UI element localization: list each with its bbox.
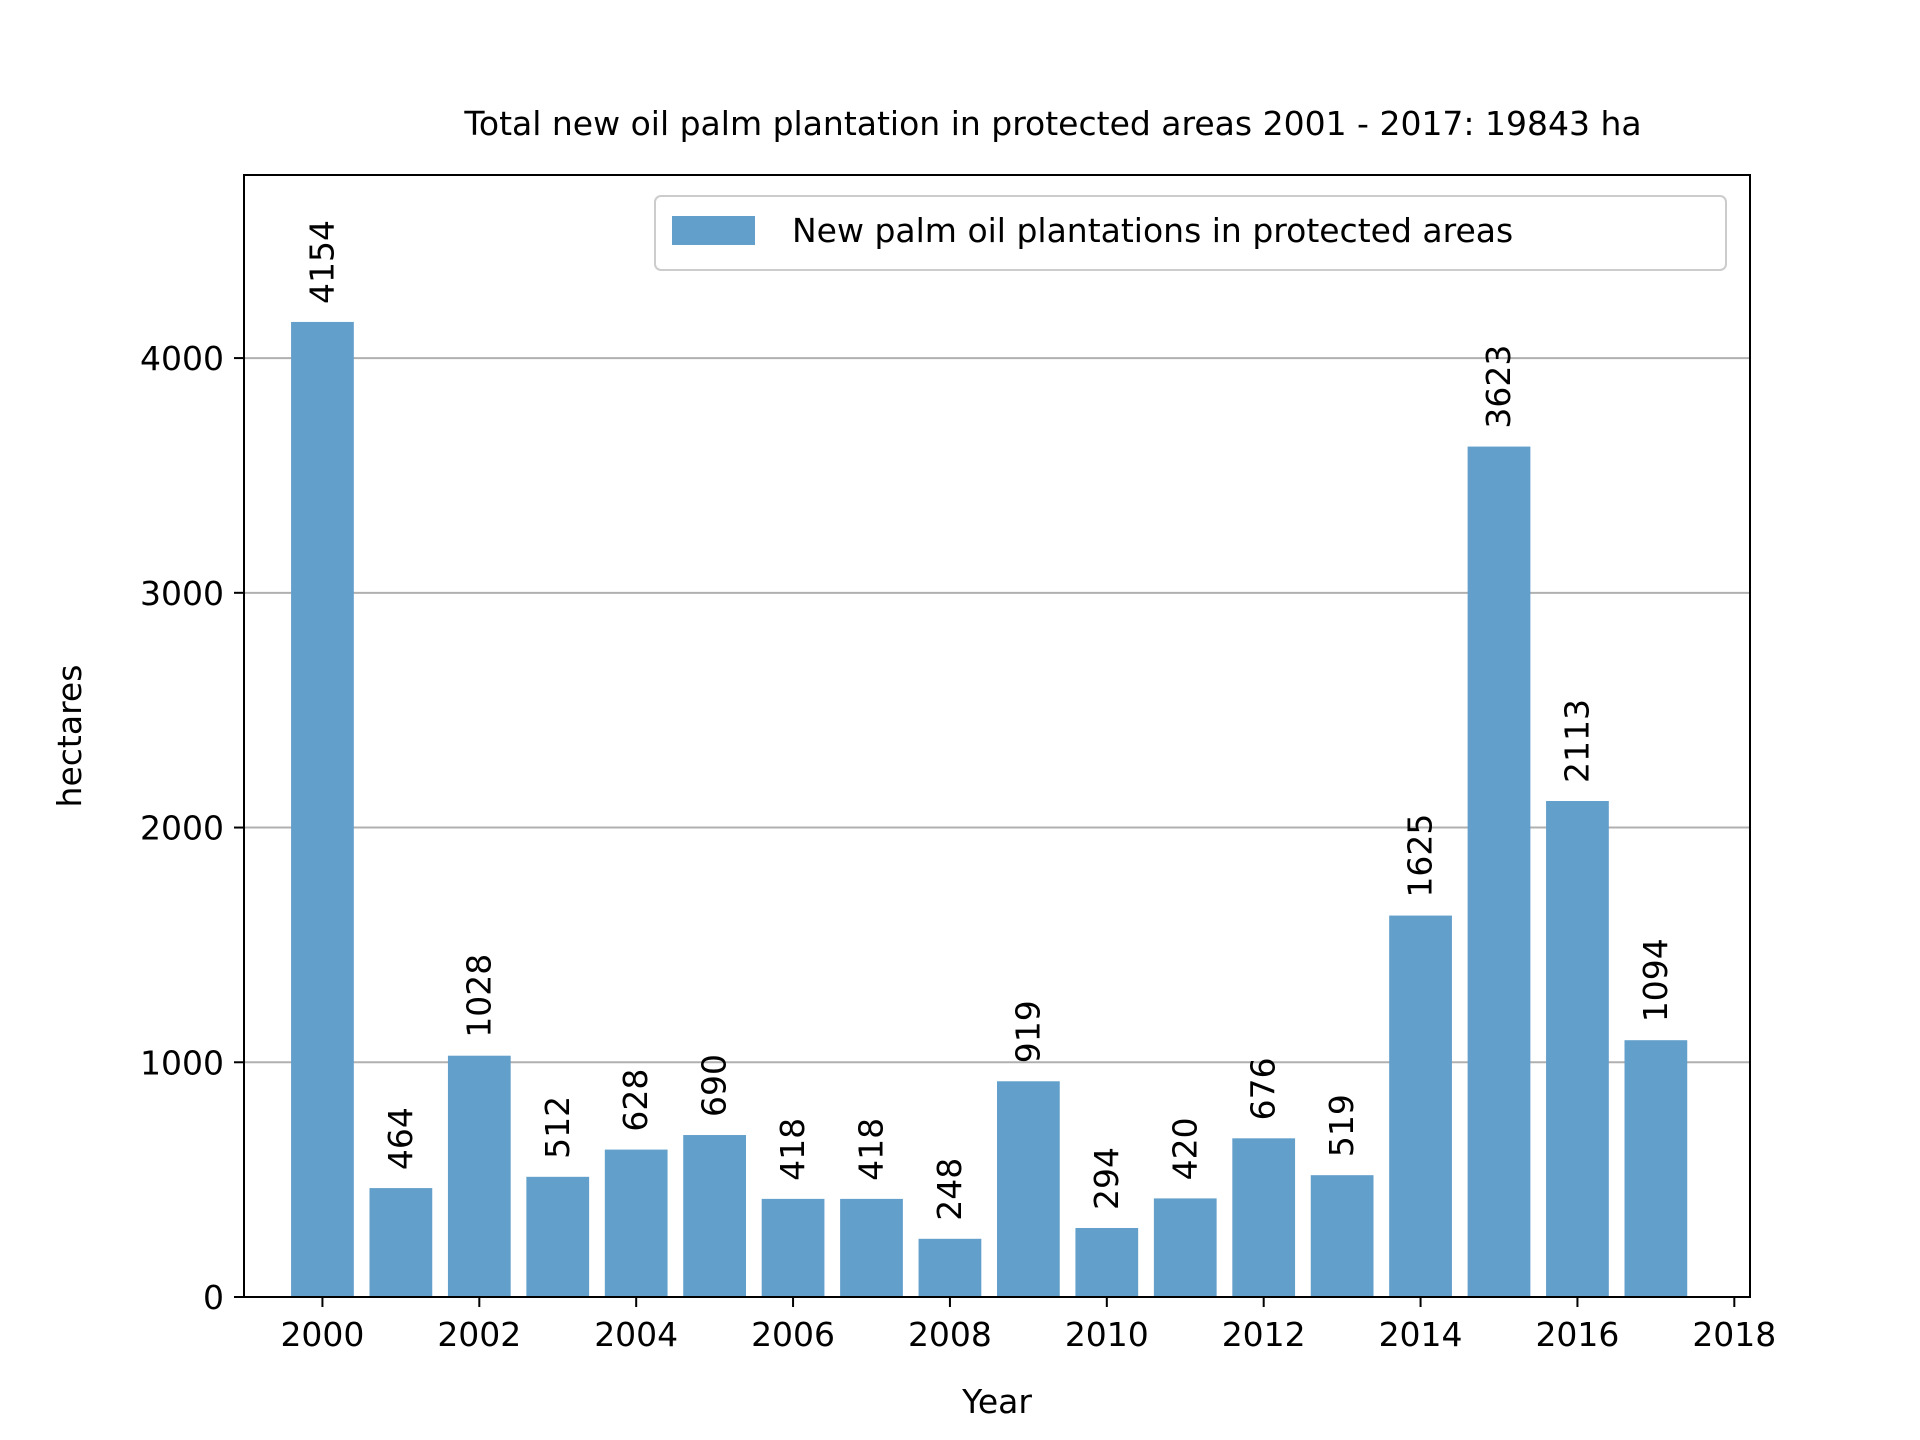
bar-2017	[1624, 1040, 1688, 1297]
bar-label-2002: 1028	[459, 954, 498, 1038]
bar-label-2001: 464	[381, 1107, 420, 1170]
bar-2016	[1546, 801, 1609, 1297]
y-tick-label: 1000	[140, 1043, 224, 1082]
bar-label-2016: 2113	[1557, 699, 1596, 783]
x-tick-label: 2010	[1065, 1315, 1149, 1354]
bar-2004	[604, 1149, 668, 1297]
bar-2012	[1232, 1138, 1296, 1297]
bar-2011	[1153, 1198, 1217, 1297]
bar-2000	[291, 321, 354, 1297]
legend-box	[654, 195, 1727, 271]
bar-label-2012: 676	[1244, 1057, 1283, 1120]
bar-2003	[526, 1176, 590, 1297]
bar-label-2011: 420	[1165, 1117, 1204, 1180]
x-tick-label: 2002	[437, 1315, 521, 1354]
legend-swatch	[672, 216, 755, 245]
bar-label-2006: 418	[773, 1118, 812, 1181]
bar-2002	[447, 1055, 511, 1297]
bar-2008	[918, 1238, 982, 1297]
y-tick-label: 2000	[140, 809, 224, 848]
y-axis-ticks: 0 1000 2000 3000 4000	[140, 339, 244, 1317]
x-tick-label: 2014	[1379, 1315, 1463, 1354]
y-tick-label: 4000	[140, 339, 224, 378]
bar-label-2014: 1625	[1401, 814, 1440, 898]
legend-entry: New palm oil plantations in protected ar…	[792, 211, 1513, 250]
x-tick-label: 2008	[908, 1315, 992, 1354]
bar-2010	[1075, 1227, 1139, 1297]
bar-label-2003: 512	[538, 1096, 577, 1159]
y-axis-label: hectares	[50, 665, 89, 808]
x-axis-ticks: 2000 2002 2004 2006 2008 2010 2012 2014 2016 2018	[280, 1297, 1776, 1354]
bar-label-2013: 519	[1322, 1094, 1361, 1157]
x-tick-label: 2000	[280, 1315, 364, 1354]
bar-2009	[997, 1081, 1060, 1297]
x-tick-label: 2018	[1692, 1315, 1776, 1354]
bar-label-2009: 919	[1008, 1000, 1047, 1063]
bar-2001	[369, 1188, 433, 1297]
bar-label-2004: 628	[616, 1069, 655, 1132]
bar-label-2000: 4154	[302, 220, 341, 304]
bar-label-2008: 248	[930, 1158, 969, 1221]
bar-label-2010: 294	[1087, 1147, 1126, 1210]
x-tick-label: 2016	[1535, 1315, 1619, 1354]
bar-2014	[1389, 915, 1452, 1297]
x-axis-label: Year	[961, 1382, 1032, 1421]
bar-labels: 4154 464 1028 512 628 690 418 418 248 919 294 420 67…	[302, 220, 1674, 1221]
bar-2006	[761, 1198, 825, 1297]
plot-frame	[243, 174, 1751, 1298]
bar-label-2007: 418	[852, 1118, 891, 1181]
bar-2015	[1467, 446, 1531, 1297]
bar-label-2017: 1094	[1636, 938, 1675, 1022]
y-tick-label: 3000	[140, 574, 224, 613]
bar-2007	[840, 1198, 903, 1297]
bar-label-2005: 690	[695, 1054, 734, 1117]
bar-2013	[1310, 1175, 1374, 1297]
x-tick-label: 2012	[1222, 1315, 1306, 1354]
x-tick-label: 2004	[594, 1315, 678, 1354]
bar-label-2015: 3623	[1479, 345, 1518, 429]
y-tick-label: 0	[203, 1278, 224, 1317]
x-tick-label: 2006	[751, 1315, 835, 1354]
chart-title: Total new oil palm plantation in protect…	[463, 104, 1641, 143]
legend: New palm oil plantations in protected ar…	[654, 195, 1727, 271]
bar-2005	[683, 1135, 746, 1297]
bars	[291, 321, 1688, 1297]
